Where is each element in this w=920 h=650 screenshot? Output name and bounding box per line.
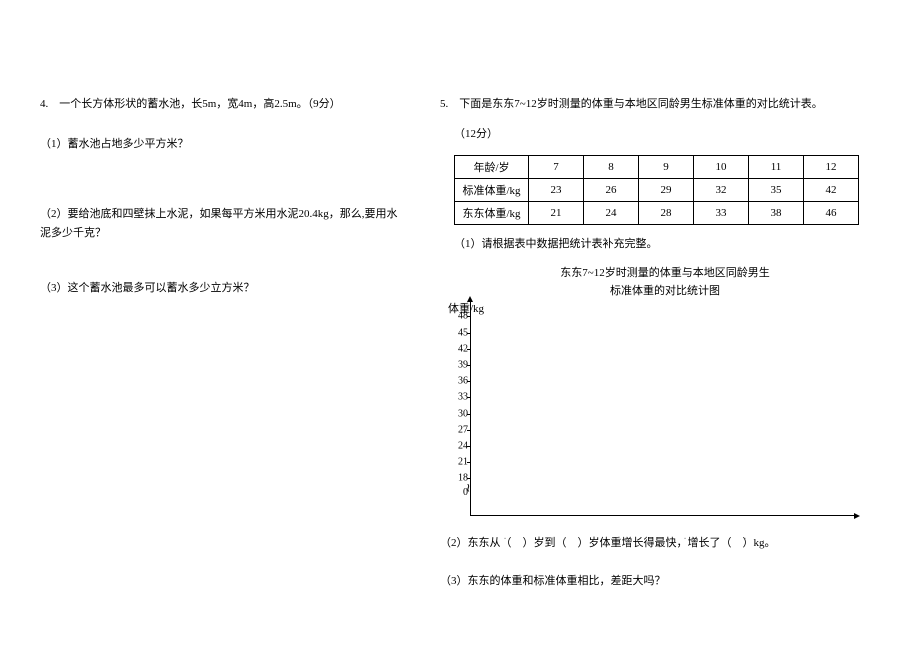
chart-title-line1: 东东7~12岁时测量的体重与本地区同龄男生 bbox=[440, 264, 890, 280]
q5-stem: 5. 下面是东东7~12岁时测量的体重与本地区同龄男生标准体重的对比统计表。 bbox=[440, 95, 890, 115]
table-row1-label: 标准体重/kg bbox=[455, 178, 529, 201]
chart-ytick: 33 bbox=[452, 392, 468, 403]
table-cell: 26 bbox=[584, 178, 639, 201]
table-cell: 29 bbox=[639, 178, 694, 201]
table-cell: 23 bbox=[529, 178, 584, 201]
table-cell: 33 bbox=[694, 201, 749, 224]
table-cell: 32 bbox=[694, 178, 749, 201]
q4-stem: 4. 一个长方体形状的蓄水池，长5m，宽4m，高2.5m。（9分） bbox=[40, 95, 400, 115]
table-cell: 9 bbox=[639, 155, 694, 178]
chart-ytick: 27 bbox=[452, 424, 468, 435]
table-cell: 28 bbox=[639, 201, 694, 224]
page: 4. 一个长方体形状的蓄水池，长5m，宽4m，高2.5m。（9分） （1）蓄水池… bbox=[0, 0, 920, 650]
chart-ytick: 42 bbox=[452, 343, 468, 354]
chart-title-line2: 标准体重的对比统计图 bbox=[440, 282, 890, 298]
chart-ytick: 39 bbox=[452, 359, 468, 370]
table-cell: 35 bbox=[749, 178, 804, 201]
chart-ytick: 24 bbox=[452, 440, 468, 451]
q5-part3: （3）东东的体重和标准体重相比，差距大吗？ bbox=[440, 572, 890, 592]
chart-ytick: 45 bbox=[452, 327, 468, 338]
q4-part1: （1）蓄水池占地多少平方米？ bbox=[40, 135, 400, 155]
q5-number: 5. bbox=[440, 98, 448, 110]
right-column: 5. 下面是东东7~12岁时测量的体重与本地区同龄男生标准体重的对比统计表。 （… bbox=[430, 0, 920, 650]
table-cell: 46 bbox=[804, 201, 859, 224]
chart-y-arrow-icon bbox=[467, 296, 473, 302]
table-cell: 12 bbox=[804, 155, 859, 178]
chart-ytick: 30 bbox=[452, 408, 468, 419]
chart-ytick: 36 bbox=[452, 376, 468, 387]
table-cell: 11 bbox=[749, 155, 804, 178]
q5-points: （12分） bbox=[440, 125, 890, 145]
q4-part3: （3）这个蓄水池最多可以蓄水多少立方米？ bbox=[40, 279, 400, 299]
data-table: 年龄/岁 7 8 9 10 11 12 标准体重/kg 23 26 29 32 … bbox=[454, 155, 859, 225]
chart-x-arrow-icon bbox=[854, 513, 860, 519]
q4-part2: （2）要给池底和四壁抹上水泥，如果每平方米用水泥20.4kg，那么,要用水泥多少… bbox=[40, 205, 400, 245]
table-head-age: 年龄/岁 bbox=[455, 155, 529, 178]
table-cell: 10 bbox=[694, 155, 749, 178]
chart-x-axis bbox=[470, 515, 856, 516]
table-cell: 21 bbox=[529, 201, 584, 224]
q5-part2: （2）东东从（ ）岁到（ ）岁体重增长得最快，增长了（ ）kg。 bbox=[440, 534, 890, 554]
table-row: 标准体重/kg 23 26 29 32 35 42 bbox=[455, 178, 859, 201]
table-row: 东东体重/kg 21 24 28 33 38 46 bbox=[455, 201, 859, 224]
table-cell: 7 bbox=[529, 155, 584, 178]
chart-ytick: 0 bbox=[452, 487, 468, 498]
left-column: 4. 一个长方体形状的蓄水池，长5m，宽4m，高2.5m。（9分） （1）蓄水池… bbox=[0, 0, 430, 650]
q4-number: 4. bbox=[40, 98, 48, 110]
q5-stem-text: 下面是东东7~12岁时测量的体重与本地区同龄男生标准体重的对比统计表。 bbox=[459, 98, 822, 110]
chart-ytick: 21 bbox=[452, 457, 468, 468]
table-row2-label: 东东体重/kg bbox=[455, 201, 529, 224]
table-row: 年龄/岁 7 8 9 10 11 12 bbox=[455, 155, 859, 178]
table-cell: 8 bbox=[584, 155, 639, 178]
table-cell: 42 bbox=[804, 178, 859, 201]
chart-ytick: 48 bbox=[452, 311, 468, 322]
q4-stem-text: 一个长方体形状的蓄水池，长5m，宽4m，高2.5m。（9分） bbox=[59, 98, 340, 110]
q5-part1: （1）请根据表中数据把统计表补充完整。 bbox=[440, 235, 890, 255]
chart: 体重/kg 4845423936333027242118≀0 · · · · · bbox=[470, 306, 850, 516]
table-cell: 24 bbox=[584, 201, 639, 224]
table-cell: 38 bbox=[749, 201, 804, 224]
